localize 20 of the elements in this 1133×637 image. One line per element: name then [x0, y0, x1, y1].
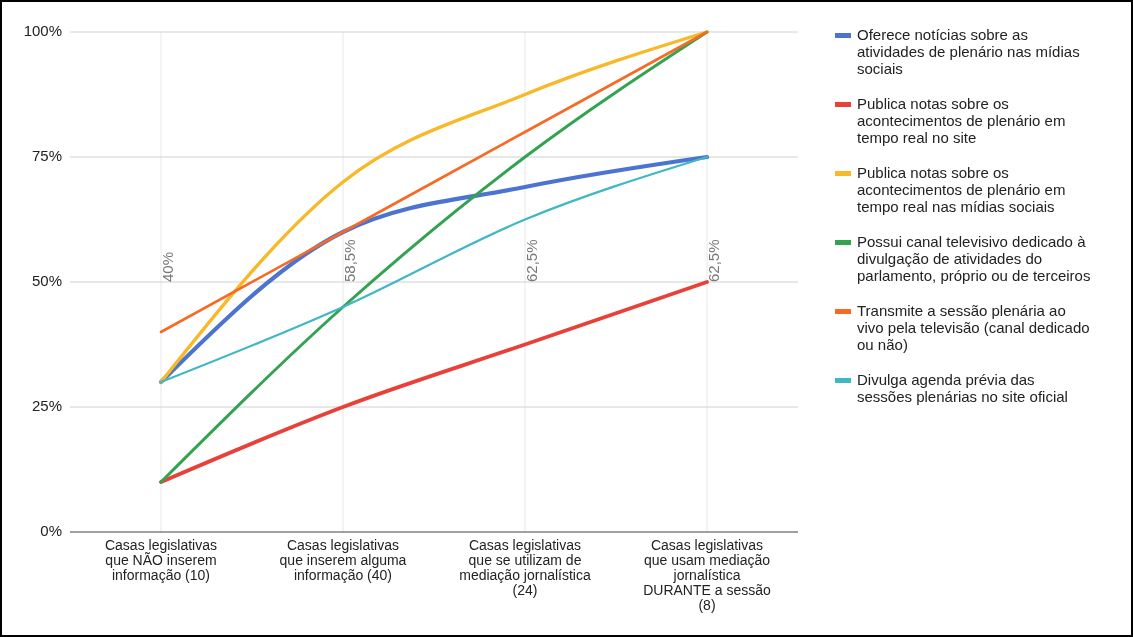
line-series — [159, 280, 709, 484]
legend-label: Publica notas sobre os acontecimentos de plenário em tempo real no site — [857, 94, 1066, 146]
x-tick-label: Casas legislativas que se utilizam de mediação jornalística (24) — [459, 537, 591, 598]
legend-label: Oferece notícias sobre as atividades de plenário nas mídias sociais — [857, 25, 1080, 77]
annotation: 40% — [159, 251, 176, 282]
annotation: 58,5% — [341, 239, 358, 282]
y-tick-label: 75% — [31, 146, 62, 164]
legend-label: Publica notas sobre os acontecimentos de plenário em tempo real nas mídias sociais — [857, 163, 1066, 215]
y-tick-label: 25% — [31, 396, 62, 414]
x-tick-label: Casas legislativas que NÃO inserem informação (10) — [104, 537, 218, 583]
y-tick-label: 0% — [40, 521, 62, 539]
annotation: 62,5% — [523, 239, 540, 282]
legend-label: Possui canal televisivo dedicado à divulgação de atividades do parlamento, próprio ou de terceiros — [857, 232, 1091, 284]
y-tick-label: 100% — [23, 21, 62, 39]
legend-label: Divulga agenda prévia das sessões plenárias no site oficial — [857, 370, 1068, 405]
annotation: 62,5% — [705, 239, 722, 282]
x-tick-label: Casas legislativas que usam mediação jornalística DURANTE a sessão (8) — [643, 537, 772, 613]
y-tick-label: 50% — [31, 271, 62, 289]
x-tick-label: Casas legislativas que inserem alguma informação (40) — [279, 537, 407, 583]
legend-label: Transmite a sessão plenária ao vivo pela televisão (canal dedicado ou não) — [857, 301, 1090, 353]
